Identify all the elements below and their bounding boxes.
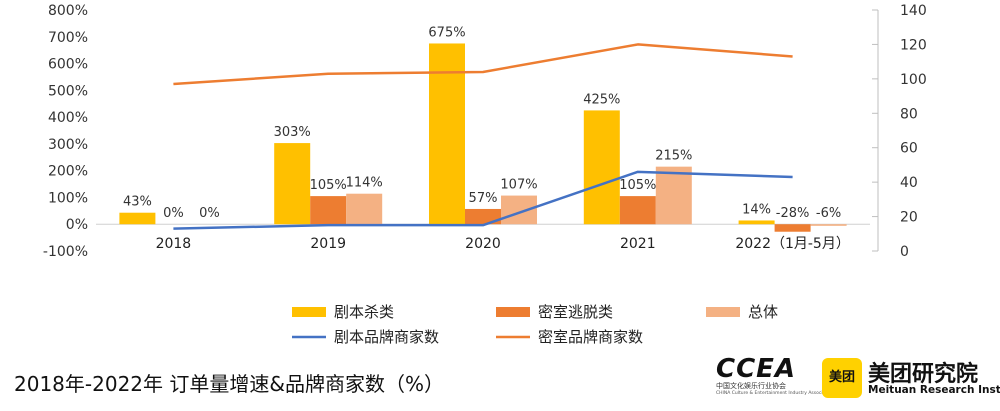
data-label: 107% [500, 178, 537, 193]
left-tick-label: -100% [43, 244, 88, 260]
right-tick-label: 100 [900, 72, 927, 88]
data-label: 14% [742, 202, 771, 217]
data-label: 114% [346, 176, 383, 191]
meituan-en-name: Meituan Research Institute [868, 384, 1000, 396]
legend-swatch [706, 307, 740, 317]
right-tick-label: 80 [900, 106, 918, 122]
bar [774, 224, 811, 232]
ccea-logo: CCEA 中国文化娱乐行业协会 CHINA Culture & Entertai… [716, 354, 834, 402]
ccea-cn-name: 中国文化娱乐行业协会 [716, 382, 786, 390]
bar [738, 220, 775, 225]
right-tick-label: 20 [900, 210, 918, 226]
data-label: -28% [776, 206, 810, 221]
bar [583, 110, 620, 225]
right-tick-label: 60 [900, 141, 918, 157]
chart-title: 2018年-2022年 订单量增速&品牌商家数（%） [14, 372, 444, 396]
data-label: 105% [619, 178, 656, 193]
right-tick-label: 40 [900, 175, 918, 191]
category-label: 2018 [156, 236, 192, 252]
left-tick-label: 400% [48, 110, 88, 126]
bar [119, 212, 156, 225]
legend-label: 密室品牌商家数 [538, 328, 643, 346]
bar [619, 196, 656, 225]
left-tick-label: 500% [48, 83, 88, 99]
meituan-name: 美团研究院 [868, 362, 979, 387]
ccea-mark: CCEA [716, 354, 797, 384]
legend-label: 总体 [748, 303, 778, 321]
legend-label: 剧本杀类 [334, 303, 394, 321]
left-tick-label: 700% [48, 30, 88, 46]
right-tick-label: 140 [900, 3, 927, 19]
data-label: -6% [816, 206, 841, 221]
left-tick-label: 0% [66, 217, 88, 233]
axes-layer: -100%0%100%200%300%400%500%600%700%800%0… [43, 3, 927, 260]
data-label: 425% [583, 92, 620, 107]
data-label: 105% [310, 178, 347, 193]
right-tick-label: 0 [900, 244, 909, 260]
labels-layer: 43% 303% 675% 425% 14% 0% 105% 57% 105% -28% 0% 114… [123, 25, 841, 221]
left-tick-label: 800% [48, 3, 88, 19]
left-tick-label: 100% [48, 190, 88, 206]
bar [501, 195, 537, 225]
meituan-research-logo: 美团 美团研究院 Meituan Research Institute [822, 354, 1000, 404]
left-tick-label: 600% [48, 57, 88, 73]
left-tick-label: 300% [48, 137, 88, 153]
data-label: 215% [655, 149, 692, 164]
category-label: 2021 [620, 236, 656, 252]
category-label: 2019 [310, 236, 346, 252]
series-line [173, 170, 793, 230]
legend-label: 剧本品牌商家数 [334, 328, 439, 346]
bar [346, 193, 383, 225]
data-label: 57% [469, 191, 498, 206]
data-label: 0% [163, 206, 184, 221]
legend-swatch [496, 307, 530, 317]
right-tick-label: 120 [900, 37, 927, 53]
category-label: 2020 [465, 236, 501, 252]
meituan-badge: 美团 [822, 358, 862, 398]
bar [655, 166, 692, 225]
ccea-en-name: CHINA Culture & Entertainment Industry A… [716, 391, 834, 396]
bar [310, 196, 347, 225]
left-tick-label: 200% [48, 164, 88, 180]
lines-layer [173, 43, 793, 230]
bar [465, 208, 501, 225]
legend-swatch [292, 307, 326, 317]
data-label: 0% [199, 206, 220, 221]
data-label: 43% [123, 195, 152, 210]
data-label: 675% [428, 25, 465, 40]
data-label: 303% [274, 125, 311, 140]
bar [429, 43, 465, 225]
legend-label: 密室逃脱类 [538, 303, 613, 321]
bar [810, 224, 847, 226]
series-line [173, 43, 793, 86]
bar [274, 143, 311, 225]
category-label: 2022（1月-5月） [735, 236, 850, 252]
order-growth-chart: -100%0%100%200%300%400%500%600%700%800%0… [43, 3, 927, 346]
